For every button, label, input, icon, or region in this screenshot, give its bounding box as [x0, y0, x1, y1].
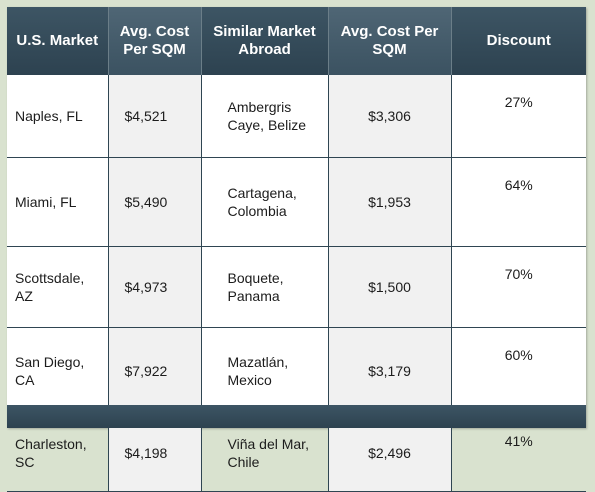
header-discount: Discount — [451, 7, 586, 75]
us-cost-cell: $7,922 — [108, 327, 202, 414]
us-market-cell: San Diego, CA — [7, 327, 109, 414]
us-cost-cell: $4,521 — [108, 75, 202, 158]
header-abroad-avg-cost: Avg. Cost Per SQM — [328, 7, 452, 75]
header-us-market: U.S. Market — [7, 7, 109, 75]
discount-cell: 70% — [451, 246, 586, 328]
abroad-cost-cell: $1,500 — [328, 246, 452, 328]
discount-cell: 64% — [451, 157, 586, 247]
abroad-cost-cell: $1,953 — [328, 157, 452, 247]
abroad-cost-cell: $3,179 — [328, 327, 452, 414]
table-row: Naples, FL $4,521 Ambergris Caye, Belize… — [7, 75, 586, 158]
table-row: Miami, FL $5,490 Cartagena, Colombia $1,… — [7, 157, 586, 247]
discount-cell: 27% — [451, 75, 586, 158]
table-row: Scottsdale, AZ $4,973 Boquete, Panama $1… — [7, 246, 586, 328]
header-us-avg-cost: Avg. Cost Per SQM — [108, 7, 202, 75]
us-cost-cell: $5,490 — [108, 157, 202, 247]
abroad-market-cell: Mazatlán, Mexico — [201, 327, 329, 414]
table-row: San Diego, CA $7,922 Mazatlán, Mexico $3… — [7, 327, 586, 414]
cost-comparison-table-frame: U.S. Market Avg. Cost Per SQM Similar Ma… — [7, 7, 586, 492]
abroad-market-cell: Boquete, Panama — [201, 246, 329, 328]
us-market-cell: Miami, FL — [7, 157, 109, 247]
abroad-market-cell: Cartagena, Colombia — [201, 157, 329, 247]
us-market-cell: Naples, FL — [7, 75, 109, 158]
us-cost-cell: $4,973 — [108, 246, 202, 328]
discount-cell: 60% — [451, 327, 586, 414]
abroad-market-cell: Ambergris Caye, Belize — [201, 75, 329, 158]
table-footer-bar — [7, 405, 586, 428]
header-row: U.S. Market Avg. Cost Per SQM Similar Ma… — [7, 7, 586, 75]
header-similar-market: Similar Market Abroad — [201, 7, 329, 75]
us-market-cell: Scottsdale, AZ — [7, 246, 109, 328]
abroad-cost-cell: $3,306 — [328, 75, 452, 158]
